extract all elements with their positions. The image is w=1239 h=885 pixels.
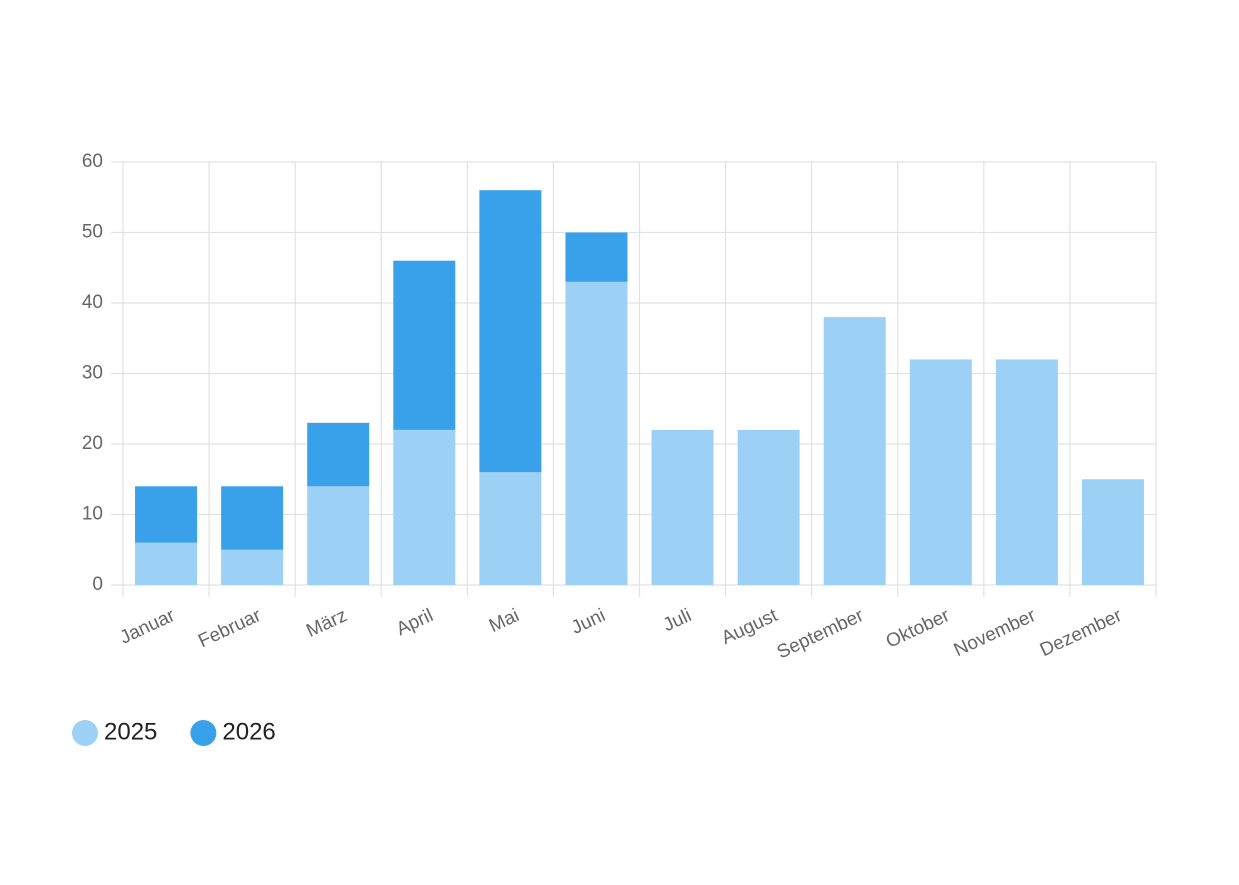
x-tick-label: Juli [660,605,695,636]
legend-label: 2025 [104,718,157,745]
legend-swatch [190,720,217,746]
bar-segment [737,429,800,585]
bar-segment [479,472,542,585]
bar-segment [221,549,284,585]
y-tick-label: 10 [82,504,103,525]
bar-segment [823,317,886,585]
bar-segment [393,260,456,430]
y-tick-label: 30 [82,363,103,384]
bar-segment [479,190,542,473]
x-tick-label: Juni [568,605,608,639]
y-tick-label: 40 [82,292,103,313]
x-tick-label: Oktober [883,605,954,653]
bar-segment [651,429,714,585]
x-tick-label: Januar [117,605,179,649]
bar-segment [307,422,370,487]
x-tick-label: Mai [486,605,523,637]
bar-segment [995,359,1058,585]
y-tick-label: 0 [92,574,103,595]
bar-segment [307,486,370,585]
x-tick-label: September [774,605,868,664]
y-tick-label: 50 [82,222,103,243]
bar-segment [393,429,456,585]
y-tick-label: 60 [82,151,103,172]
bar-segment [221,486,284,550]
bar-segment [565,232,628,282]
x-tick-label: Februar [195,605,265,652]
y-tick-label: 20 [82,433,103,454]
x-tick-label: November [951,605,1040,661]
legend-label: 2026 [222,718,275,745]
x-tick-label: April [393,605,436,640]
x-tick-label: März [303,605,350,642]
bar-segment [135,486,198,543]
bar-segment [1081,479,1144,585]
bar-segment [135,542,198,585]
bar-segment [565,281,628,585]
x-tick-label: August [718,605,781,649]
bar-segment [909,359,972,585]
legend-swatch [72,720,98,746]
x-tick-label: Dezember [1037,605,1126,661]
